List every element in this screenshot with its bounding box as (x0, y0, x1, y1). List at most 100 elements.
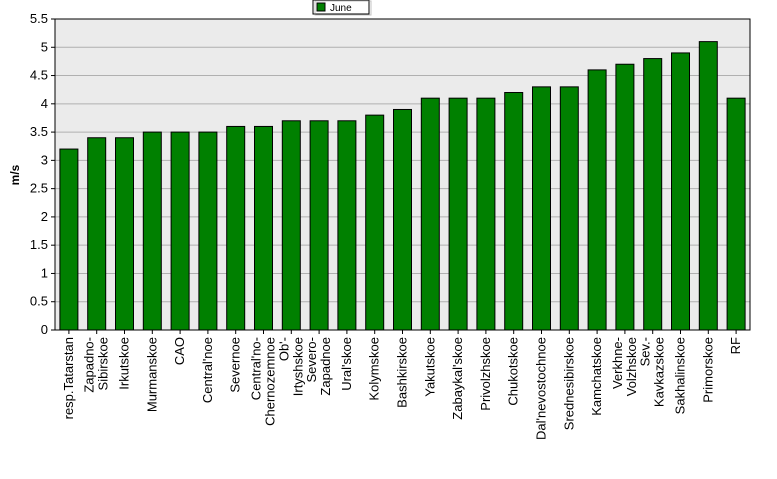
y-tick-label: 4.5 (30, 68, 48, 83)
x-tick-label-line: Murmanskoe (144, 337, 159, 412)
x-tick-label: Kolymskoe (367, 337, 382, 401)
x-tick-label-line: resp.Tatarstan (61, 337, 76, 419)
x-tick-label-line: Sev.- (638, 337, 653, 366)
y-tick-label: 2 (41, 209, 48, 224)
bar[interactable] (87, 137, 107, 331)
bar[interactable] (504, 92, 524, 331)
x-tick-label-line: Srednesibirskoe (561, 337, 576, 430)
x-tick-label: Irkutskoe (117, 337, 132, 390)
bar[interactable] (365, 114, 385, 331)
bar[interactable] (115, 137, 134, 331)
x-tick-label-line: Sakhalinskoe (673, 337, 688, 414)
y-tick-label: 4 (41, 96, 48, 111)
x-tick-label-line: Kamchatskoe (589, 337, 604, 416)
bar[interactable] (170, 131, 190, 331)
y-tick-label: 0 (41, 322, 48, 337)
bar[interactable] (587, 69, 607, 331)
bar[interactable] (142, 131, 162, 331)
x-tick-label-line: Chukotskoe (506, 337, 521, 406)
legend-label: June (330, 3, 352, 14)
x-tick-label-line: Central'noe (200, 337, 215, 403)
x-tick-label: resp.Tatarstan (61, 337, 76, 419)
x-tick-label: Verkhne-Volzhskoe (610, 337, 639, 396)
x-tick-label-line: Ob'- (276, 337, 291, 361)
x-tick-label-line: Primorskoe (700, 337, 715, 403)
x-tick-label: Chukotskoe (506, 337, 521, 406)
bar[interactable] (281, 120, 301, 331)
x-tick-label: Zabaykal'skoe (450, 337, 465, 420)
x-tick-label: Primorskoe (700, 337, 715, 403)
x-tick-label: Sev.-Kavkazskoe (638, 337, 667, 407)
x-tick-label-line: Bashkirskoe (395, 337, 410, 408)
x-tick-label-line: Chernozemnoe (263, 337, 278, 426)
x-tick-label-line: Central'no- (249, 337, 264, 400)
x-tick-label-line: Severnoe (228, 337, 243, 393)
x-tick-label-line: Kolymskoe (367, 337, 382, 401)
x-tick-label: Severo-Zapadnoe (304, 337, 333, 396)
legend-swatch (316, 2, 326, 12)
y-tick-label: 2.5 (30, 181, 48, 196)
x-tick-label: Severnoe (228, 337, 243, 393)
y-tick-label: 5 (41, 39, 48, 54)
bar[interactable] (337, 120, 357, 331)
x-tick-label-line: Privolzhskoe (478, 337, 493, 411)
bar[interactable] (254, 125, 273, 331)
x-tick-label-line: Zabaykal'skoe (450, 337, 465, 420)
x-tick-label: Ob'-Irtyshskoe (276, 337, 305, 396)
x-tick-label-line: Severo- (304, 337, 319, 383)
x-tick-label: RF (728, 337, 743, 354)
x-tick-label: Srednesibirskoe (561, 337, 576, 430)
bar[interactable] (615, 63, 635, 331)
bar[interactable] (671, 52, 690, 331)
x-tick-label-line: Kavkazskoe (652, 337, 667, 407)
bar[interactable] (476, 97, 496, 331)
bar[interactable] (448, 97, 468, 331)
bar[interactable] (59, 148, 79, 331)
x-tick-label: Bashkirskoe (395, 337, 410, 408)
x-tick-label-line: Irkutskoe (117, 337, 132, 390)
x-tick-label: Central'no-Chernozemnoe (249, 337, 278, 426)
x-tick-label-line: Verkhne- (610, 337, 625, 389)
y-tick-label: 0.5 (30, 294, 48, 309)
x-tick-label-line: Volzhskoe (624, 337, 639, 396)
y-tick-label: 1 (41, 265, 48, 280)
bar[interactable] (420, 97, 440, 331)
bars (59, 41, 746, 331)
x-tick-label: Kamchatskoe (589, 337, 604, 416)
bar[interactable] (643, 58, 663, 331)
x-tick-label: Dal'nevostochnoe (534, 337, 549, 440)
x-tick-label: Ural'skoe (339, 337, 354, 391)
x-tick-label-line: Dal'nevostochnoe (534, 337, 549, 440)
x-tick-label: Yakutskoe (422, 337, 437, 397)
bar[interactable] (698, 41, 718, 331)
bar[interactable] (393, 108, 412, 331)
bar[interactable] (532, 86, 551, 331)
x-tick-label: Murmanskoe (144, 337, 159, 412)
bar[interactable] (559, 86, 579, 331)
y-tick-label: 1.5 (30, 237, 48, 252)
x-tick-label-line: Irtyshskoe (290, 337, 305, 396)
x-tick-label: Zapadno-Sibirskoe (82, 337, 111, 393)
x-tick-label-line: CAO (172, 337, 187, 365)
y-axis-label: m/s (8, 164, 22, 185)
bar[interactable] (198, 131, 218, 331)
x-tick-label: CAO (172, 337, 187, 365)
legend[interactable]: June (312, 0, 372, 16)
y-tick-label: 5.5 (30, 11, 48, 26)
y-tick-label: 3 (41, 152, 48, 167)
x-tick-label-line: Sibirskoe (96, 337, 111, 390)
bar[interactable] (309, 120, 329, 331)
y-tick-labels: 0 0.5 1 1.5 2 2.5 3 3.5 4 4.5 5 5.5 (30, 11, 55, 337)
x-tick-label: Central'noe (200, 337, 215, 403)
bar[interactable] (226, 125, 246, 331)
x-tick-label-line: Yakutskoe (422, 337, 437, 397)
plot-frame (54, 18, 751, 331)
bar[interactable] (726, 97, 746, 331)
x-tick-label-line: RF (728, 337, 743, 354)
x-tick-label: Sakhalinskoe (673, 337, 688, 414)
x-tick-label: Privolzhskoe (478, 337, 493, 411)
x-tick-label-line: Zapadnoe (318, 337, 333, 396)
x-tick-label-line: Zapadno- (82, 337, 97, 393)
x-tick-labels: resp.Tatarstan Zapadno-Sibirskoe Irkutskoe… (61, 330, 743, 440)
